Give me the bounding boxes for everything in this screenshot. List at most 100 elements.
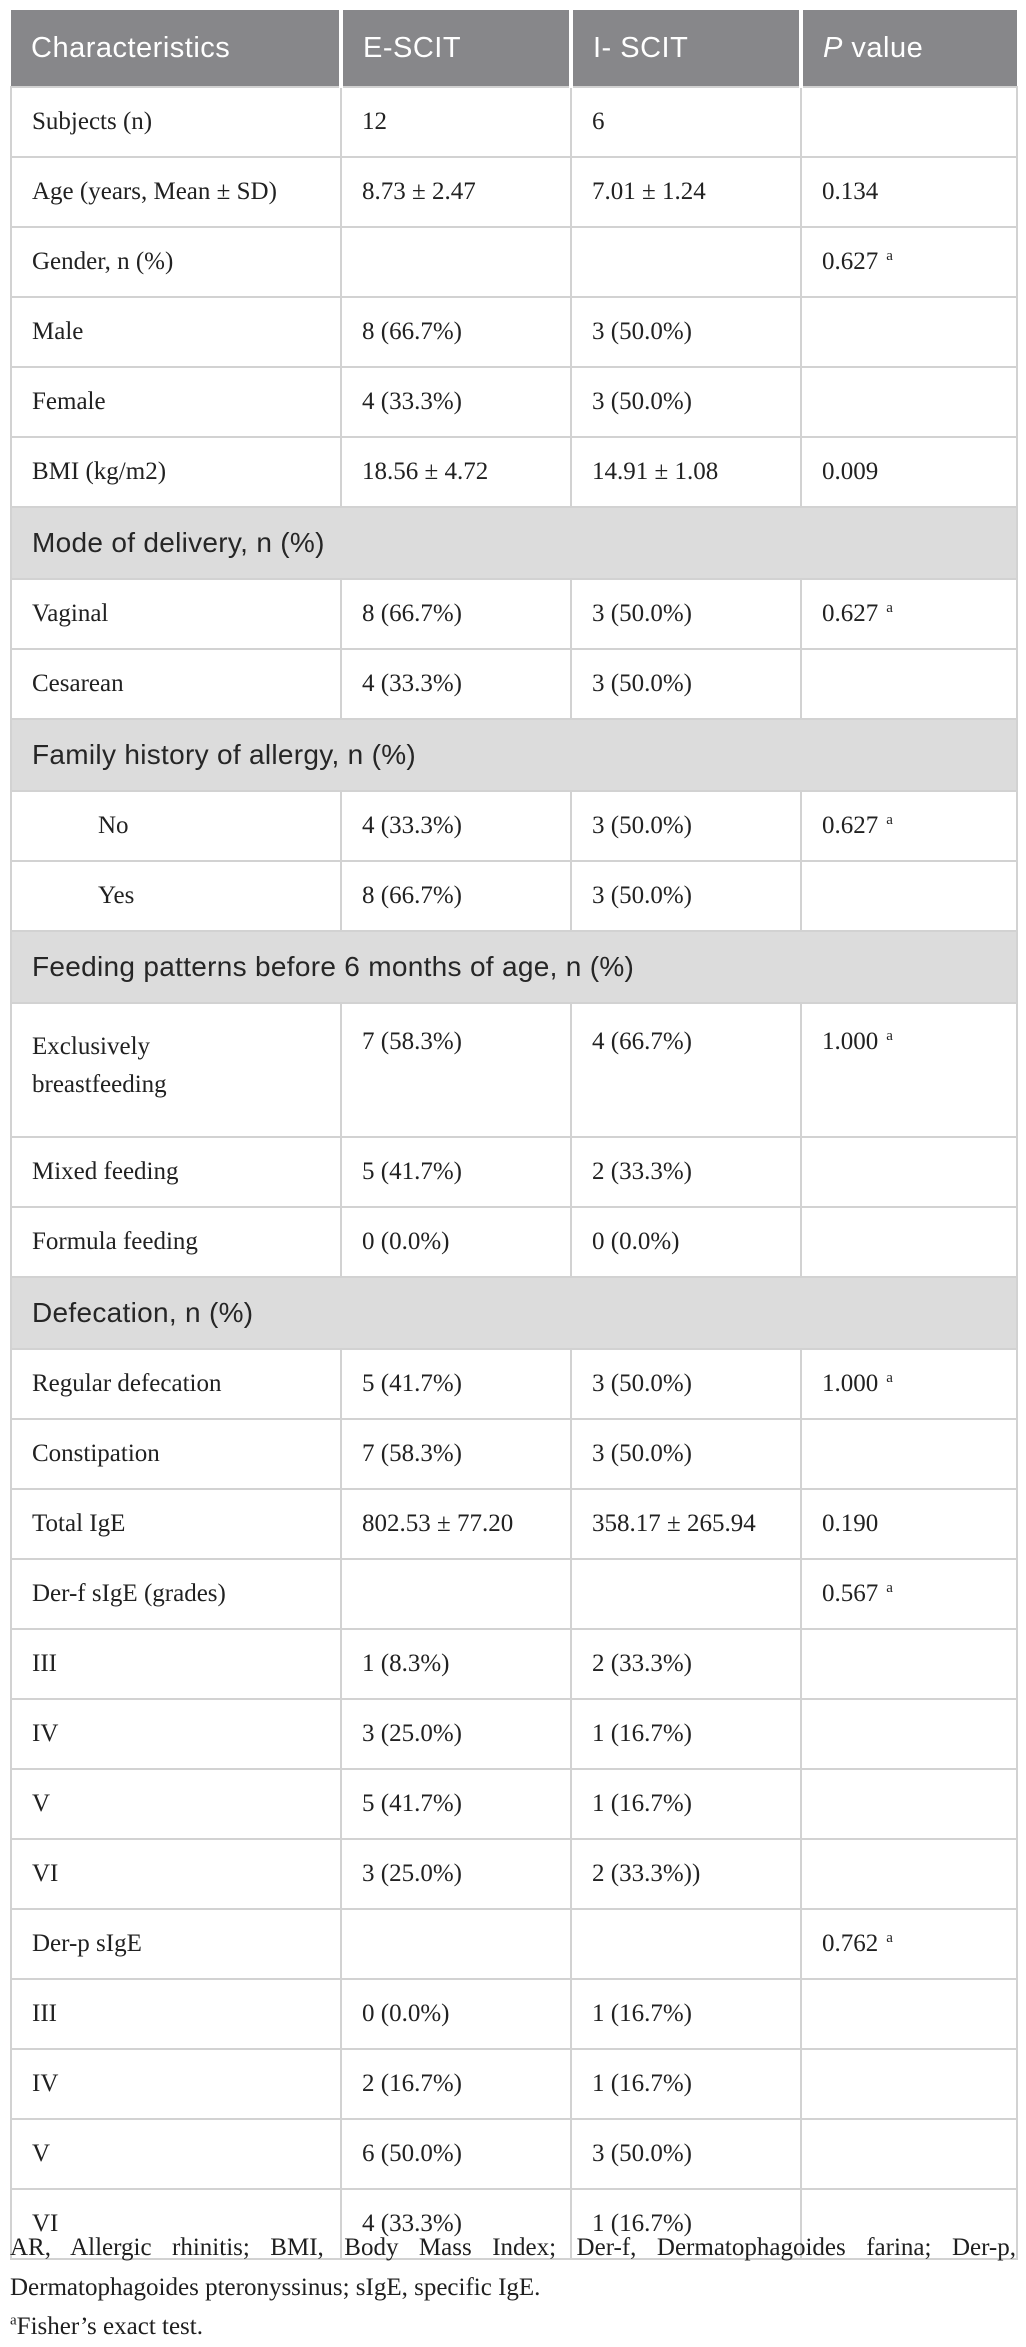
p-value	[800, 296, 1018, 368]
p-value	[800, 1418, 1018, 1490]
escit-value: 12	[340, 86, 572, 158]
p-value	[800, 1768, 1018, 1840]
escit-value: 18.56 ± 4.72	[340, 436, 572, 508]
row-label: Vaginal	[10, 578, 342, 650]
table-row: Mixed feeding 5 (41.7%) 2 (33.3%)	[10, 1136, 1018, 1208]
table-row: Cesarean 4 (33.3%) 3 (50.0%)	[10, 648, 1018, 720]
escit-value: 1 (8.3%)	[340, 1628, 572, 1700]
escit-value: 8 (66.7%)	[340, 296, 572, 368]
row-label: Yes	[10, 860, 342, 932]
escit-value: 802.53 ± 77.20	[340, 1488, 572, 1560]
characteristics-table-wrap: Characteristics E-SCIT I- SCIT P value S…	[10, 10, 1018, 2260]
row-label: Age (years, Mean ± SD)	[10, 156, 342, 228]
iscit-value: 1 (16.7%)	[570, 1698, 802, 1770]
p-value: 1.000 a	[800, 1002, 1018, 1138]
fisher-footnote: aFisher’s exact test.	[10, 2307, 1016, 2347]
escit-value: 8 (66.7%)	[340, 860, 572, 932]
row-label: Subjects (n)	[10, 86, 342, 158]
row-label: Male	[10, 296, 342, 368]
row-label: IV	[10, 2048, 342, 2120]
iscit-value: 3 (50.0%)	[570, 1348, 802, 1420]
row-label: Der-f sIgE (grades)	[10, 1558, 342, 1630]
table-row: Gender, n (%) 0.627 a	[10, 226, 1018, 298]
iscit-value: 3 (50.0%)	[570, 1418, 802, 1490]
footnote-marker: a	[886, 599, 893, 616]
p-value: 0.134	[800, 156, 1018, 228]
escit-value: 4 (33.3%)	[340, 790, 572, 862]
table-row: Der-f sIgE (grades) 0.567 a	[10, 1558, 1018, 1630]
escit-value: 5 (41.7%)	[340, 1768, 572, 1840]
table-body: Subjects (n) 12 6 Age (years, Mean ± SD) 8.7…	[10, 86, 1018, 2260]
escit-value: 4 (33.3%)	[340, 648, 572, 720]
section-row: Feeding patterns before 6 months of age,…	[10, 930, 1018, 1004]
p-value	[800, 1628, 1018, 1700]
iscit-value: 14.91 ± 1.08	[570, 436, 802, 508]
iscit-value: 3 (50.0%)	[570, 578, 802, 650]
characteristics-table: Characteristics E-SCIT I- SCIT P value S…	[10, 10, 1018, 2260]
iscit-value: 7.01 ± 1.24	[570, 156, 802, 228]
escit-value: 5 (41.7%)	[340, 1348, 572, 1420]
p-value	[800, 2118, 1018, 2190]
row-label: Female	[10, 366, 342, 438]
p-value: 0.627 a	[800, 578, 1018, 650]
escit-value: 8 (66.7%)	[340, 578, 572, 650]
row-label: VI	[10, 1838, 342, 1910]
p-value: 0.009	[800, 436, 1018, 508]
row-label: Formula feeding	[10, 1206, 342, 1278]
iscit-value: 1 (16.7%)	[570, 1768, 802, 1840]
table-row: Der-p sIgE 0.762 a	[10, 1908, 1018, 1980]
iscit-value: 4 (66.7%)	[570, 1002, 802, 1138]
row-label: Gender, n (%)	[10, 226, 342, 298]
table-row: Yes 8 (66.7%) 3 (50.0%)	[10, 860, 1018, 932]
header-cell-iscit: I- SCIT	[569, 10, 801, 87]
iscit-value: 358.17 ± 265.94	[570, 1488, 802, 1560]
table-row: No 4 (33.3%) 3 (50.0%) 0.627 a	[10, 790, 1018, 862]
iscit-value: 3 (50.0%)	[570, 366, 802, 438]
row-label: IV	[10, 1698, 342, 1770]
iscit-value: 2 (33.3%))	[570, 1838, 802, 1910]
section-label: Defecation, n (%)	[10, 1276, 1018, 1350]
header-cell-escit: E-SCIT	[339, 10, 571, 87]
p-value: 0.627 a	[800, 226, 1018, 298]
row-label: V	[10, 2118, 342, 2190]
table-row: Age (years, Mean ± SD) 8.73 ± 2.47 7.01 ± …	[10, 156, 1018, 228]
p-value	[800, 1698, 1018, 1770]
iscit-value: 3 (50.0%)	[570, 790, 802, 862]
iscit-value: 2 (33.3%)	[570, 1628, 802, 1700]
pvalue-italic-p: P	[823, 31, 843, 64]
escit-value	[340, 226, 572, 298]
table-row: III 0 (0.0%) 1 (16.7%)	[10, 1978, 1018, 2050]
p-value: 0.567 a	[800, 1558, 1018, 1630]
iscit-value: 1 (16.7%)	[570, 2048, 802, 2120]
footnote-marker: a	[886, 811, 893, 828]
footnote-marker: a	[886, 1929, 893, 1946]
section-row: Mode of delivery, n (%)	[10, 506, 1018, 580]
escit-value: 6 (50.0%)	[340, 2118, 572, 2190]
row-label: Der-p sIgE	[10, 1908, 342, 1980]
table-row: Exclusively breastfeeding 7 (58.3%) 4 (66.…	[10, 1002, 1018, 1138]
row-label: Constipation	[10, 1418, 342, 1490]
escit-value: 8.73 ± 2.47	[340, 156, 572, 228]
table-row: Vaginal 8 (66.7%) 3 (50.0%) 0.627 a	[10, 578, 1018, 650]
iscit-value: 3 (50.0%)	[570, 860, 802, 932]
abbreviations-footnote: AR, Allergic rhinitis; BMI, Body Mass In…	[10, 2234, 1016, 2301]
table-row: VI 3 (25.0%) 2 (33.3%))	[10, 1838, 1018, 1910]
footnote-marker: a	[886, 1027, 893, 1044]
p-value	[800, 860, 1018, 932]
table-row: Formula feeding 0 (0.0%) 0 (0.0%)	[10, 1206, 1018, 1278]
iscit-value: 3 (50.0%)	[570, 296, 802, 368]
escit-value	[340, 1908, 572, 1980]
row-label: BMI (kg/m2)	[10, 436, 342, 508]
table-row: Female 4 (33.3%) 3 (50.0%)	[10, 366, 1018, 438]
header-cell-characteristics: Characteristics	[11, 10, 341, 87]
row-label: Mixed feeding	[10, 1136, 342, 1208]
iscit-value	[570, 226, 802, 298]
footnote-marker: a	[886, 1579, 893, 1596]
iscit-value	[570, 1908, 802, 1980]
iscit-value	[570, 1558, 802, 1630]
iscit-value: 3 (50.0%)	[570, 648, 802, 720]
fisher-footnote-text: Fisher’s exact test.	[16, 2313, 203, 2340]
section-label: Mode of delivery, n (%)	[10, 506, 1018, 580]
